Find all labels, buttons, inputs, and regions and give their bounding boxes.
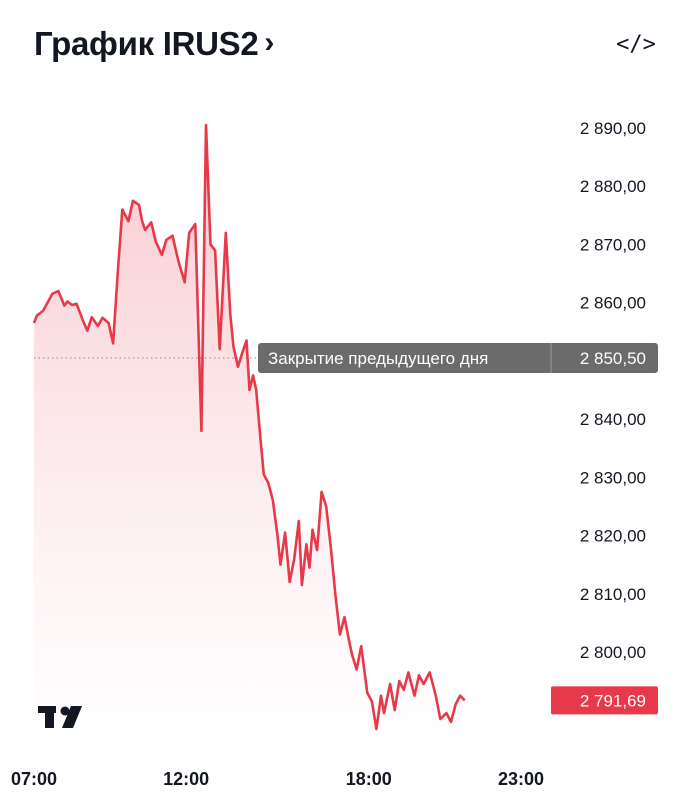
y-tick-label: 2 870,00	[580, 235, 646, 254]
previous-close-label: Закрытие предыдущего дня	[268, 349, 488, 368]
y-tick-label: 2 820,00	[580, 527, 646, 546]
x-tick-label: 23:00	[498, 769, 544, 789]
y-tick-label: 2 840,00	[580, 410, 646, 429]
embed-code-icon[interactable]: </>	[616, 31, 656, 57]
chart-header[interactable]: График IRUS2 ›	[34, 20, 274, 68]
tradingview-logo-icon	[38, 702, 90, 737]
price-line	[32, 123, 466, 731]
x-tick-label: 07:00	[11, 769, 57, 789]
x-tick-label: 12:00	[163, 769, 209, 789]
y-tick-label: 2 880,00	[580, 177, 646, 196]
last-price-badge	[551, 686, 658, 715]
previous-close-badge	[258, 342, 658, 373]
y-tick-label: 2 800,00	[580, 643, 646, 662]
price-area-fill	[34, 125, 465, 751]
y-tick-label: 2 890,00	[580, 119, 646, 138]
y-tick-label: 2 830,00	[580, 468, 646, 487]
last-price-value: 2 791,69	[580, 691, 646, 710]
y-tick-label: 2 860,00	[580, 294, 646, 313]
page-title[interactable]: График IRUS2	[34, 25, 259, 62]
y-tick-label: 2 810,00	[580, 585, 646, 604]
previous-close-value: 2 850,50	[580, 349, 646, 368]
x-tick-label: 18:00	[346, 769, 392, 789]
chevron-right-icon[interactable]: ›	[264, 26, 275, 59]
